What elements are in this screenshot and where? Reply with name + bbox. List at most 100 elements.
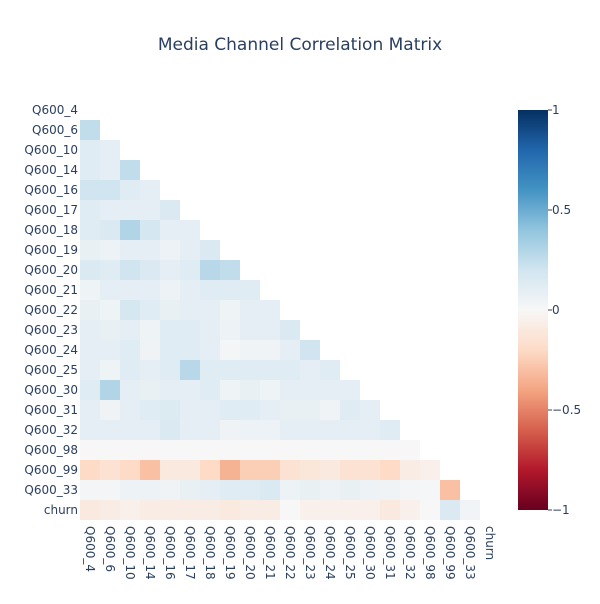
heatmap-cell-Q600_24-Q600_6: [100, 340, 120, 360]
heatmap-cell-Q600_31-Q600_6: [100, 400, 120, 420]
heatmap-cell-Q600_17-Q600_16: [160, 200, 180, 220]
heatmap-cell-Q600_21-Q600_19: [220, 280, 240, 300]
chart-title: Media Channel Correlation Matrix: [158, 35, 442, 55]
heatmap-cell-Q600_24-Q600_4: [80, 340, 100, 360]
x-tick-label: Q600_24: [323, 526, 337, 580]
heatmap-cell-Q600_22-Q600_14: [140, 300, 160, 320]
heatmap-cell-Q600_24-Q600_10: [120, 340, 140, 360]
heatmap-cell-Q600_99-Q600_23: [300, 460, 320, 480]
heatmap-cell-Q600_98-Q600_16: [160, 440, 180, 460]
heatmap-cell-Q600_24-Q600_18: [200, 340, 220, 360]
y-tick-label: Q600_20: [24, 263, 78, 277]
heatmap-cell-Q600_23-Q600_20: [240, 320, 260, 340]
heatmap-cell-Q600_98-Q600_25: [340, 440, 360, 460]
heatmap-cell-churn-Q600_99: [440, 500, 460, 520]
heatmap-cell-Q600_33-Q600_99: [440, 480, 460, 500]
heatmap-cell-Q600_99-Q600_30: [360, 460, 380, 480]
heatmap-cell-Q600_23-Q600_22: [280, 320, 300, 340]
heatmap-cell-Q600_22-Q600_20: [240, 300, 260, 320]
heatmap-cell-Q600_99-Q600_6: [100, 460, 120, 480]
heatmap-cell-churn-Q600_30: [360, 500, 380, 520]
heatmap-cell-Q600_33-Q600_31: [380, 480, 400, 500]
heatmap-cell-Q600_98-Q600_4: [80, 440, 100, 460]
heatmap-cell-Q600_99-Q600_14: [140, 460, 160, 480]
heatmap-cell-Q600_18-Q600_17: [180, 220, 200, 240]
heatmap-cell-Q600_98-Q600_31: [380, 440, 400, 460]
heatmap-cell-Q600_31-Q600_23: [300, 400, 320, 420]
heatmap-cell-Q600_30-Q600_17: [180, 380, 200, 400]
heatmap-cell-Q600_98-Q600_6: [100, 440, 120, 460]
heatmap-cell-Q600_33-Q600_14: [140, 480, 160, 500]
heatmap-cell-Q600_98-Q600_32: [400, 440, 420, 460]
heatmap-cell-Q600_25-Q600_6: [100, 360, 120, 380]
heatmap-cell-Q600_99-Q600_19: [220, 460, 240, 480]
y-tick-label: Q600_25: [24, 363, 78, 377]
heatmap-cell-Q600_23-Q600_21: [260, 320, 280, 340]
heatmap-cell-Q600_25-Q600_14: [140, 360, 160, 380]
heatmap-cell-Q600_32-Q600_23: [300, 420, 320, 440]
x-tick-label: Q600_32: [403, 526, 417, 580]
heatmap-cell-Q600_32-Q600_18: [200, 420, 220, 440]
heatmap-cell-Q600_31-Q600_24: [320, 400, 340, 420]
heatmap-cell-Q600_32-Q600_4: [80, 420, 100, 440]
heatmap-cell-Q600_31-Q600_21: [260, 400, 280, 420]
heatmap-cell-Q600_33-Q600_30: [360, 480, 380, 500]
heatmap-cell-Q600_25-Q600_23: [300, 360, 320, 380]
y-tick-label: Q600_14: [24, 163, 78, 177]
heatmap-cell-churn-Q600_14: [140, 500, 160, 520]
heatmap-cell-churn-Q600_22: [280, 500, 300, 520]
x-axis-tick-labels: Q600_4 Q600_6 Q600_10 Q600_14 Q600_16 Q600_17…: [83, 526, 497, 580]
x-tick-label: Q600_19: [223, 526, 237, 580]
heatmap-cell-Q600_22-Q600_16: [160, 300, 180, 320]
heatmap-cell-Q600_32-Q600_14: [140, 420, 160, 440]
heatmap-cell-Q600_33-Q600_25: [340, 480, 360, 500]
x-tick-label: Q600_17: [183, 526, 197, 580]
heatmap-cell-Q600_99-Q600_21: [260, 460, 280, 480]
heatmap-cell-Q600_32-Q600_24: [320, 420, 340, 440]
heatmap-cell-Q600_30-Q600_4: [80, 380, 100, 400]
heatmap-cell-Q600_31-Q600_25: [340, 400, 360, 420]
heatmap-cell-Q600_22-Q600_17: [180, 300, 200, 320]
colorbar-tick-label: −0.5: [552, 403, 581, 417]
heatmap-cell-Q600_30-Q600_16: [160, 380, 180, 400]
heatmap-cell-Q600_22-Q600_6: [100, 300, 120, 320]
heatmap-cell-Q600_21-Q600_20: [240, 280, 260, 300]
colorbar: [518, 110, 548, 510]
heatmap-cell-Q600_32-Q600_20: [240, 420, 260, 440]
heatmap-cell-Q600_25-Q600_19: [220, 360, 240, 380]
heatmap-cell-Q600_23-Q600_6: [100, 320, 120, 340]
x-tick-label: Q600_30: [363, 526, 377, 580]
heatmap-cell-Q600_22-Q600_4: [80, 300, 100, 320]
heatmap-cell-Q600_23-Q600_17: [180, 320, 200, 340]
heatmap-cell-Q600_20-Q600_10: [120, 260, 140, 280]
heatmap-cell-Q600_98-Q600_30: [360, 440, 380, 460]
heatmap-cell-Q600_33-Q600_22: [280, 480, 300, 500]
x-tick-label: Q600_31: [383, 526, 397, 580]
y-tick-label: Q600_4: [32, 103, 78, 117]
heatmap-cell-Q600_30-Q600_22: [280, 380, 300, 400]
y-axis-tick-labels: Q600_4 Q600_6 Q600_10 Q600_14 Q600_16 Q600_17…: [24, 103, 78, 517]
heatmap-cell-Q600_32-Q600_16: [160, 420, 180, 440]
heatmap-cell-Q600_99-Q600_18: [200, 460, 220, 480]
heatmap-cell-Q600_25-Q600_4: [80, 360, 100, 380]
heatmap-cell-Q600_32-Q600_31: [380, 420, 400, 440]
colorbar-tick-label: 1: [552, 103, 560, 117]
heatmap-cell-Q600_16-Q600_14: [140, 180, 160, 200]
heatmap-cell-Q600_24-Q600_14: [140, 340, 160, 360]
x-tick-label: Q600_14: [143, 526, 157, 580]
heatmap-cell-Q600_20-Q600_16: [160, 260, 180, 280]
heatmap-cell-Q600_14-Q600_10: [120, 160, 140, 180]
heatmap-cell-Q600_23-Q600_18: [200, 320, 220, 340]
heatmap-cell-Q600_19-Q600_18: [200, 240, 220, 260]
heatmap-cell-Q600_24-Q600_22: [280, 340, 300, 360]
heatmap-cell-Q600_99-Q600_31: [380, 460, 400, 480]
heatmap-cell-Q600_19-Q600_14: [140, 240, 160, 260]
heatmap-cell-churn-Q600_31: [380, 500, 400, 520]
heatmap-cell-Q600_21-Q600_17: [180, 280, 200, 300]
heatmap-cell-Q600_31-Q600_14: [140, 400, 160, 420]
heatmap-cell-Q600_98-Q600_22: [280, 440, 300, 460]
heatmap-cell-Q600_17-Q600_6: [100, 200, 120, 220]
heatmap-cell-churn-Q600_33: [460, 500, 480, 520]
